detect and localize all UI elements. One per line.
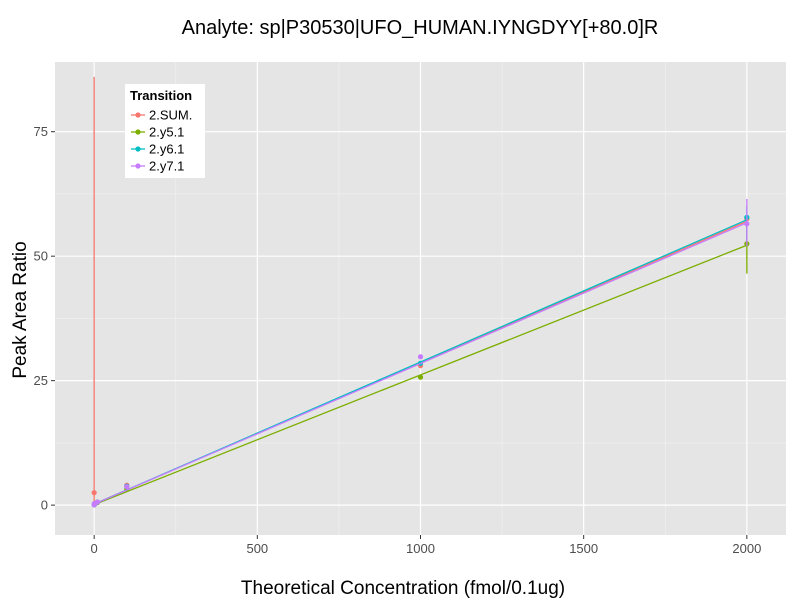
- series-2-y7-1: [91, 198, 750, 508]
- y-axis-ticks: 0 25 50 75: [34, 124, 55, 513]
- legend-key-point: [135, 163, 141, 169]
- legend-label: 2.y7.1: [149, 159, 184, 174]
- legend-key-point: [135, 112, 141, 118]
- y-tick-label: 50: [34, 249, 48, 264]
- data-point: [94, 499, 101, 505]
- legend-label: 2.y5.1: [149, 125, 184, 140]
- x-tick-label: 2000: [732, 541, 761, 556]
- legend-label: 2.y6.1: [149, 142, 184, 157]
- data-point: [417, 354, 424, 360]
- data-point: [417, 374, 424, 380]
- x-tick-label: 1500: [569, 541, 598, 556]
- y-tick-label: 25: [34, 373, 48, 388]
- y-tick-label: 0: [41, 498, 48, 513]
- chart-title: Analyte: sp|P30530|UFO_HUMAN.IYNGDYY[+80…: [182, 17, 659, 39]
- data-point: [124, 484, 130, 490]
- x-tick-label: 1000: [406, 541, 435, 556]
- legend-key-point: [135, 146, 141, 152]
- x-axis-title: Theoretical Concentration (fmol/0.1ug): [241, 578, 565, 599]
- x-tick-label: 500: [246, 541, 268, 556]
- legend-key-point: [135, 129, 141, 135]
- x-axis-ticks: 0 500 1000 1500 2000: [91, 535, 761, 556]
- legend-title: Transition: [130, 88, 192, 103]
- series-layer: [91, 76, 750, 508]
- legend: Transition 2.SUM. 2.y5.1 2.y6.1 2.y7.1: [125, 84, 205, 178]
- data-point: [744, 221, 750, 227]
- fit-line: [93, 222, 748, 505]
- data-point: [91, 490, 97, 496]
- x-tick-label: 0: [91, 541, 98, 556]
- legend-label: 2.SUM.: [149, 108, 192, 123]
- y-tick-label: 75: [34, 124, 48, 139]
- y-axis-title: Peak Area Ratio: [10, 241, 31, 378]
